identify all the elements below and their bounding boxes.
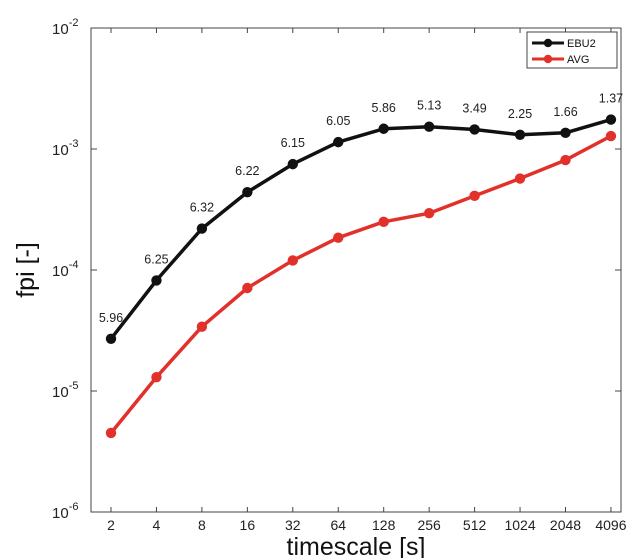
data-point-avg xyxy=(242,282,253,294)
legend-label-avg: AVG xyxy=(567,54,589,66)
series-line-ebu2 xyxy=(109,117,612,340)
data-point-ebu2 xyxy=(605,114,617,125)
data-point-ebu2 xyxy=(423,121,435,132)
data-point-avg xyxy=(423,207,435,219)
data-point-ebu2 xyxy=(151,275,162,286)
x-tick-label: 32 xyxy=(285,517,301,533)
data-point-ebu2 xyxy=(287,158,298,170)
x-tick-label: 2 xyxy=(107,517,115,533)
legend-swatch-marker-avg xyxy=(543,54,553,64)
x-axis-label: timescale [s] xyxy=(287,533,426,558)
data-point-avg xyxy=(333,232,344,243)
data-label-ebu2: 5.86 xyxy=(372,101,396,115)
data-point-avg xyxy=(514,173,526,184)
data-point-ebu2 xyxy=(196,223,208,234)
x-tick-label: 1024 xyxy=(504,517,535,533)
data-labels: 5.96 6.25 6.32 6.22 6.15 6.05 5.86 5.13 3.49 2.25… xyxy=(99,92,623,325)
y-tick-label: 10-3 xyxy=(52,138,78,159)
ticks: 2 4 8 16 32 64 128 256 512 1024 2048 4096 10-6 10-5 10… xyxy=(52,17,627,533)
data-label-ebu2: 1.37 xyxy=(599,92,623,106)
x-tick-label: 64 xyxy=(330,517,346,533)
data-point-ebu2 xyxy=(242,186,253,198)
data-point-ebu2 xyxy=(560,127,571,139)
data-label-ebu2: 6.25 xyxy=(144,252,168,266)
legend-box xyxy=(526,31,618,69)
data-point-ebu2 xyxy=(333,136,344,148)
legend-label-ebu2: EBU2 xyxy=(567,38,596,50)
data-label-ebu2: 5.13 xyxy=(417,99,441,113)
data-point-avg xyxy=(378,216,389,228)
data-point-ebu2 xyxy=(469,124,480,135)
data-point-ebu2 xyxy=(105,333,117,345)
data-label-ebu2: 6.22 xyxy=(235,164,259,178)
data-point-avg xyxy=(196,321,208,332)
data-label-ebu2: 6.15 xyxy=(281,136,305,150)
data-point-avg xyxy=(560,154,571,166)
data-point-ebu2 xyxy=(514,129,526,141)
plot-frame xyxy=(90,27,622,513)
data-point-avg xyxy=(287,255,298,266)
data-label-ebu2: 1.66 xyxy=(553,105,577,119)
y-tick-label: 10-4 xyxy=(52,259,78,280)
data-point-avg xyxy=(605,130,617,142)
x-tick-label: 8 xyxy=(198,517,206,533)
x-tick-label: 4096 xyxy=(595,517,626,533)
y-axis-label: fpi [-] xyxy=(12,242,40,298)
x-tick-label: 2048 xyxy=(550,517,581,533)
data-point-avg xyxy=(151,372,162,383)
y-tick-label: 10-6 xyxy=(52,501,78,522)
series-line-avg xyxy=(109,134,612,435)
x-tick-label: 256 xyxy=(417,517,441,533)
x-tick-label: 16 xyxy=(240,517,256,533)
x-tick-label: 512 xyxy=(463,517,487,533)
series-layer xyxy=(105,114,617,439)
data-label-ebu2: 2.25 xyxy=(508,107,532,121)
data-point-avg xyxy=(469,190,480,202)
data-point-avg xyxy=(105,427,117,439)
y-tick-label: 10-5 xyxy=(52,380,78,401)
x-tick-label: 128 xyxy=(372,517,396,533)
y-tick-label: 10-2 xyxy=(52,17,78,38)
data-point-ebu2 xyxy=(378,123,389,134)
data-label-ebu2: 3.49 xyxy=(462,101,486,115)
x-tick-label: 4 xyxy=(153,517,161,533)
legend: EBU2 AVG xyxy=(526,31,618,69)
data-label-ebu2: 5.96 xyxy=(99,311,123,325)
data-label-ebu2: 6.32 xyxy=(190,201,214,215)
legend-swatch-marker-ebu2 xyxy=(543,38,553,48)
data-label-ebu2: 6.05 xyxy=(326,114,350,128)
